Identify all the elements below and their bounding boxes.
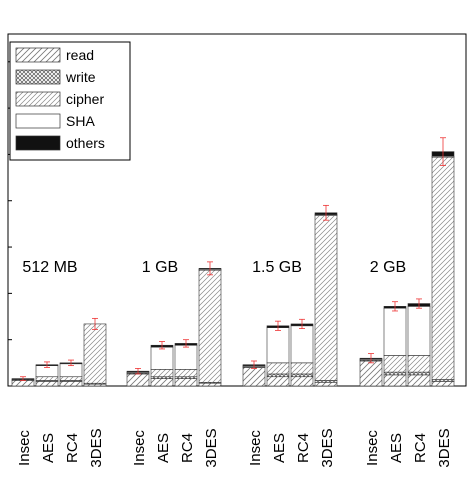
bar-segment-read bbox=[266, 376, 290, 387]
bar-segment-read bbox=[198, 382, 222, 387]
x-tick-label: 3DES bbox=[88, 428, 105, 467]
bar-segment-cipher bbox=[150, 369, 174, 378]
bar-segment-read bbox=[314, 381, 338, 387]
bar-segment-cipher bbox=[407, 355, 431, 373]
bar-segment-write bbox=[290, 373, 314, 378]
plot-frame bbox=[7, 33, 467, 387]
x-tick-label: Insec bbox=[247, 430, 264, 466]
x-tick-label: Insec bbox=[131, 430, 148, 466]
bar-segment-cipher bbox=[383, 355, 407, 373]
legend-label: cipher bbox=[66, 91, 104, 107]
x-tick-label: 3DES bbox=[203, 428, 220, 467]
bar-segment-cipher bbox=[198, 269, 222, 383]
x-tick-label: AES bbox=[40, 433, 57, 463]
bar-segment-cipher bbox=[314, 215, 338, 381]
bar-segment-sha bbox=[174, 344, 198, 370]
x-tick-label: RC4 bbox=[295, 433, 312, 463]
bar-segment-read bbox=[383, 374, 407, 387]
bar-segment-write bbox=[266, 373, 290, 378]
x-tick-label: RC4 bbox=[179, 433, 196, 463]
group-label: 1.5 GB bbox=[252, 259, 302, 276]
legend-swatch-others bbox=[15, 135, 61, 151]
x-tick-label: Insec bbox=[16, 430, 33, 466]
group-label: 512 MB bbox=[22, 259, 77, 276]
bar-segment-sha bbox=[290, 325, 314, 364]
bar-segment-cipher bbox=[83, 323, 107, 384]
bar-segment-cipher bbox=[174, 369, 198, 378]
bar-segment-read bbox=[290, 376, 314, 387]
x-tick-label: AES bbox=[388, 433, 405, 463]
legend-label: others bbox=[66, 135, 105, 151]
bar-segment-sha bbox=[407, 306, 431, 356]
x-tick-label: AES bbox=[271, 433, 288, 463]
legend-label: read bbox=[66, 47, 94, 63]
legend-swatch-sha bbox=[15, 113, 61, 129]
bar-segment-sha bbox=[266, 327, 290, 364]
bar-segment-write bbox=[383, 371, 407, 376]
bar-segment-cipher bbox=[35, 376, 59, 381]
x-tick-label: RC4 bbox=[64, 433, 81, 463]
legend-label: SHA bbox=[66, 113, 95, 129]
bar-segment-read bbox=[126, 373, 150, 387]
bar-segment-read bbox=[431, 381, 455, 387]
group-label: 2 GB bbox=[370, 259, 406, 276]
x-tick-label: RC4 bbox=[412, 433, 429, 463]
bar-segment-read bbox=[150, 378, 174, 387]
bar-segment-cipher bbox=[266, 362, 290, 375]
x-tick-label: 3DES bbox=[319, 428, 336, 467]
bar-segment-cipher bbox=[290, 362, 314, 375]
legend-swatch-cipher bbox=[15, 91, 61, 107]
x-tick-label: Insec bbox=[364, 430, 381, 466]
bar-segment-read bbox=[407, 374, 431, 387]
bar-segment-cipher bbox=[431, 156, 455, 380]
bar-segment-read bbox=[59, 381, 83, 387]
bar-segment-read bbox=[242, 367, 266, 387]
group-label: 1 GB bbox=[142, 259, 178, 276]
x-tick-label: 3DES bbox=[436, 428, 453, 467]
legend-swatch-write bbox=[15, 69, 61, 85]
bar-segment-cipher bbox=[59, 376, 83, 381]
bar-segment-read bbox=[174, 378, 198, 387]
legend-label: write bbox=[65, 69, 96, 85]
x-tick-label: AES bbox=[155, 433, 172, 463]
bar-segment-read bbox=[35, 381, 59, 387]
bar-segment-sha bbox=[150, 346, 174, 370]
bar-segment-sha bbox=[383, 307, 407, 356]
bar-segment-write bbox=[407, 371, 431, 376]
bar-segment-read bbox=[359, 360, 383, 387]
legend-swatch-read bbox=[15, 47, 61, 63]
bar-segment-read bbox=[11, 380, 35, 387]
